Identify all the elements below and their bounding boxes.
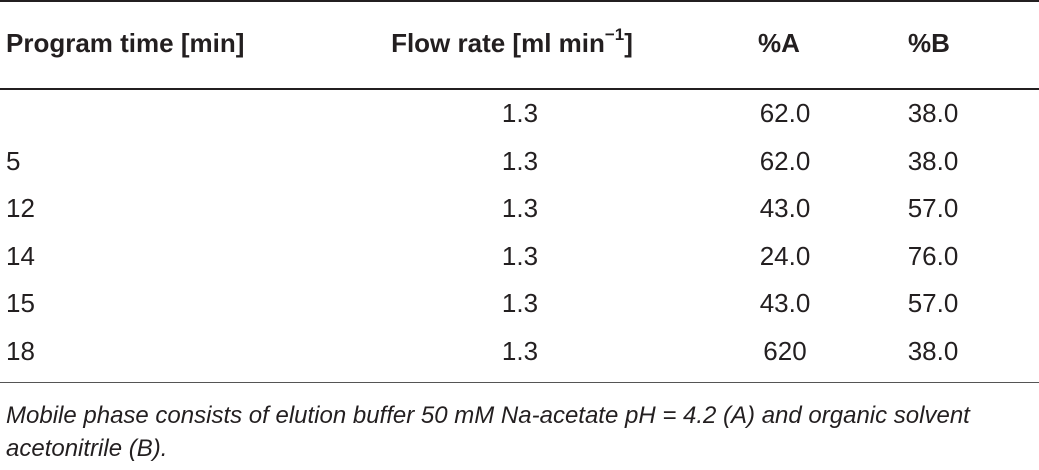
cell-percent-a: 24.0 (759, 241, 811, 271)
cell-percent-a: 620 (763, 336, 807, 366)
cell-percent-a: 43.0 (759, 288, 811, 318)
cell-percent-b: 57.0 (907, 288, 959, 318)
cell-flow-rate: 1.3 (501, 288, 539, 318)
cell-flow-rate: 1.3 (501, 98, 539, 128)
cell-program-time: 14 (6, 241, 35, 271)
header-flow-rate-text: Flow rate [ml min (391, 28, 605, 58)
cell-percent-a: 43.0 (759, 193, 811, 223)
cell-flow-rate: 1.3 (501, 241, 539, 271)
cell-program-time: 18 (6, 336, 35, 366)
cell-flow-rate: 1.3 (501, 146, 539, 176)
cell-percent-a: 62.0 (759, 98, 811, 128)
cell-percent-b: 38.0 (907, 336, 959, 366)
header-program-time: Program time [min] (6, 28, 245, 58)
header-flow-rate-exponent: −1 (604, 25, 625, 45)
cell-program-time: 12 (6, 193, 35, 223)
cell-flow-rate: 1.3 (501, 336, 539, 366)
header-percent-b: %B (908, 28, 950, 58)
table-top-rule (0, 0, 1039, 2)
cell-percent-a: 62.0 (759, 146, 811, 176)
cell-flow-rate: 1.3 (501, 193, 539, 223)
cell-percent-b: 38.0 (907, 146, 959, 176)
header-percent-a: %A (758, 28, 800, 58)
header-flow-rate: Flow rate [ml min−1] (391, 25, 633, 58)
table-footnote: Mobile phase consists of elution buffer … (6, 402, 970, 462)
cell-program-time: 5 (6, 146, 21, 176)
cell-percent-b: 57.0 (907, 193, 959, 223)
cell-percent-b: 76.0 (907, 241, 959, 271)
cell-program-time: 15 (6, 288, 35, 318)
header-flow-rate-close: ] (624, 28, 633, 58)
table-header-rule (0, 88, 1039, 90)
cell-percent-b: 38.0 (907, 98, 959, 128)
table-bottom-rule (0, 382, 1039, 383)
